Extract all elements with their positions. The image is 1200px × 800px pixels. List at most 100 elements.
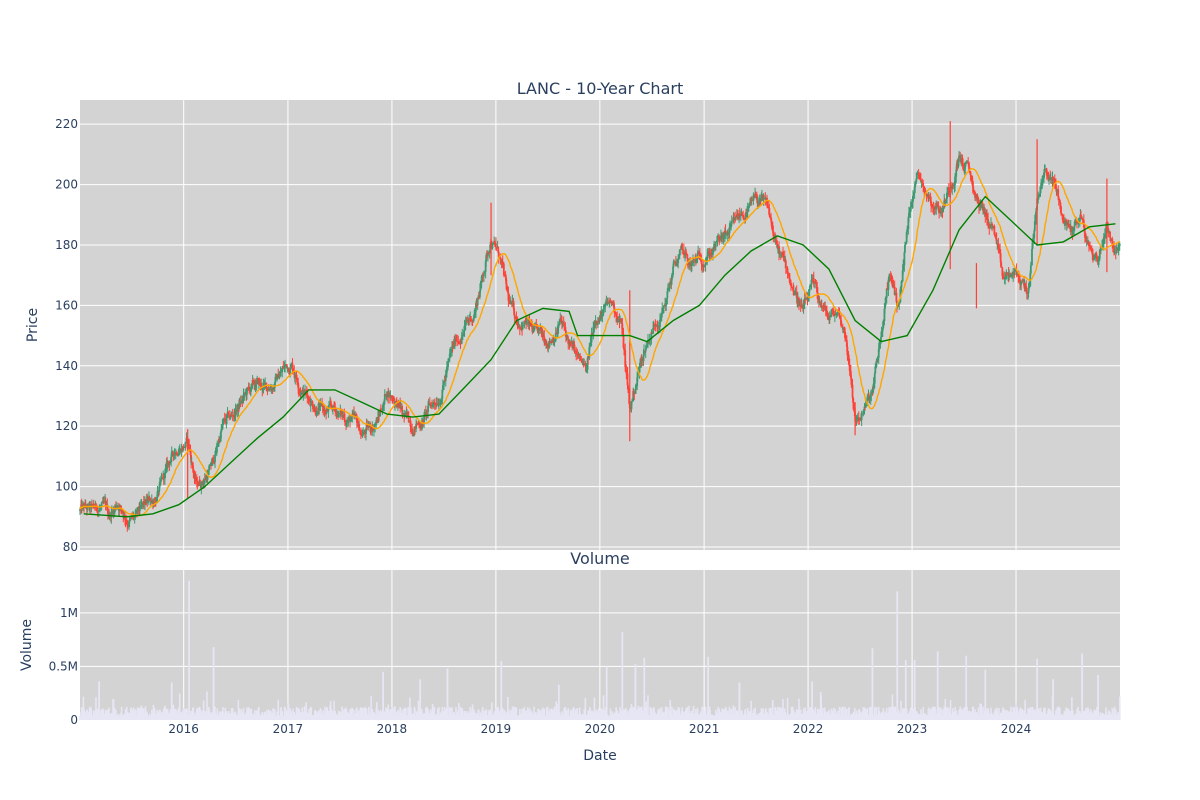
candle-body [561, 322, 564, 324]
candle-body [290, 363, 293, 367]
candle-body [397, 401, 400, 405]
candle-body [868, 398, 871, 401]
candle-body [997, 243, 1000, 249]
volume-bar [777, 706, 779, 720]
candle-body [938, 210, 941, 214]
candle-body [524, 320, 527, 322]
candle-body [1037, 197, 1040, 199]
volume-bar [383, 711, 386, 720]
candle-body [939, 208, 942, 213]
candle-body [575, 350, 578, 354]
volume-bar [1104, 714, 1106, 720]
candle-body [947, 187, 950, 191]
candle-body [670, 280, 673, 285]
candle-body [790, 286, 793, 288]
volume-bar [517, 715, 520, 720]
candle-body [448, 353, 451, 359]
candle-body [984, 211, 987, 217]
volume-bar-peak [904, 660, 907, 720]
candle-body [200, 482, 203, 488]
volume-bar [403, 707, 406, 720]
candle-body [992, 226, 995, 228]
volume-bar [340, 711, 342, 720]
candle-body [588, 347, 591, 359]
volume-bar [521, 708, 524, 720]
candle-body [243, 393, 246, 395]
volume-bar [131, 710, 133, 720]
candle-body [862, 411, 865, 414]
candle-body [156, 497, 158, 504]
volume-bar [645, 701, 648, 720]
candle-body [471, 320, 474, 322]
volume-bar [454, 715, 456, 720]
volume-bar [910, 716, 913, 720]
volume-bar [659, 708, 661, 720]
candle-body [959, 155, 962, 158]
candle-body [318, 405, 321, 411]
candle-body [846, 346, 849, 356]
candle-body [202, 483, 205, 485]
candle-body [844, 335, 847, 340]
volume-bar [282, 715, 285, 720]
candle-body [477, 296, 480, 299]
candle-body [444, 374, 447, 381]
candle-body [228, 416, 231, 418]
volume-bar [574, 709, 577, 720]
candle-body [415, 423, 418, 425]
candle-body [443, 380, 445, 386]
volume-bar [493, 711, 496, 720]
candle-body [912, 195, 914, 202]
candle-body [1113, 251, 1116, 253]
volume-bar [713, 715, 715, 720]
candle-body [366, 424, 369, 428]
volume-bar [750, 716, 753, 720]
candle-body [347, 419, 350, 423]
volume-bar [184, 708, 187, 720]
volume-bar [394, 706, 396, 720]
candle-body [476, 298, 479, 306]
volume-bar [368, 706, 370, 720]
candle-body [292, 368, 294, 372]
candle-body [771, 226, 774, 232]
volume-bar [1069, 711, 1072, 720]
volume-bar [1064, 712, 1066, 720]
candle-body [884, 305, 886, 309]
volume-bar [1004, 710, 1007, 720]
candle-body [279, 372, 282, 377]
volume-bar [583, 709, 585, 720]
volume-bar [410, 707, 412, 720]
candle-body [665, 298, 668, 306]
candlestick-series [79, 121, 1121, 532]
candle-body [976, 194, 979, 199]
candle-body [1027, 288, 1030, 294]
volume-bar [785, 715, 787, 720]
volume-bar [703, 714, 705, 720]
volume-bar [1105, 712, 1108, 720]
candle-body [387, 394, 390, 398]
candle-body [409, 421, 412, 427]
volume-bar [525, 713, 528, 720]
candle-body [690, 264, 693, 266]
candle-body [367, 426, 370, 428]
volume-bar [838, 706, 841, 720]
volume-bar [1016, 707, 1018, 720]
candle-body [494, 243, 497, 248]
candle-body [900, 281, 903, 288]
volume-bar [399, 708, 402, 720]
candle-body [423, 415, 426, 423]
volume-bar [828, 715, 831, 720]
candle-body [553, 340, 556, 342]
date-tick-label: 2022 [793, 722, 824, 736]
candle-body [694, 258, 697, 263]
volume-bar [856, 715, 859, 720]
candle-body [126, 523, 129, 526]
candle-body [302, 390, 305, 395]
candle-body [824, 305, 827, 307]
volume-bar [103, 713, 105, 720]
volume-bar [226, 714, 229, 720]
candle-body [222, 421, 224, 425]
candle-body [110, 512, 113, 518]
candle-body [692, 260, 694, 263]
candle-body [555, 333, 558, 334]
candle-body [704, 263, 707, 266]
